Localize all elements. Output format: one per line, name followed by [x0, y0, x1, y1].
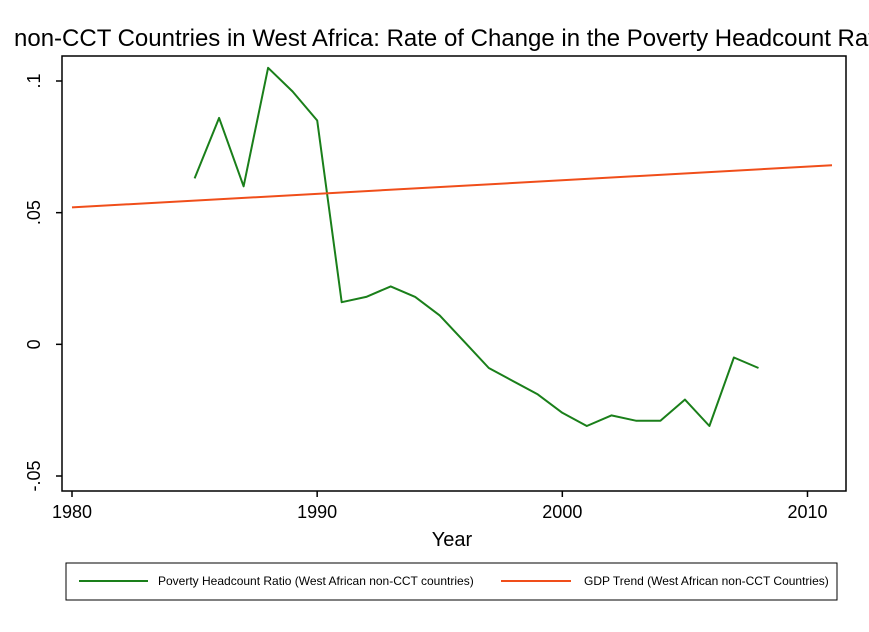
x-tick-label: 1980	[52, 502, 92, 522]
legend-label-poverty: Poverty Headcount Ratio (West African no…	[158, 574, 474, 588]
x-tick-label: 2000	[542, 502, 582, 522]
y-tick-label: 0	[24, 339, 44, 349]
legend-label-gdp: GDP Trend (West African non-CCT Countrie…	[584, 574, 829, 588]
series-line-gdp	[71, 164, 833, 209]
y-axis: -.05 0 .05 .1	[24, 73, 62, 492]
y-tick-label: .05	[24, 200, 44, 225]
x-tick-label: 2010	[787, 502, 827, 522]
legend: Poverty Headcount Ratio (West African no…	[65, 562, 838, 601]
chart-title: non-CCT Countries in West Africa: Rate o…	[14, 25, 869, 52]
series-layer	[71, 66, 833, 427]
x-tick-label: 1990	[297, 502, 337, 522]
x-axis: 1980 1990 2000 2010	[52, 491, 828, 522]
legend-box	[65, 562, 838, 601]
y-tick-label: -.05	[24, 460, 44, 491]
y-tick-label: .1	[24, 73, 44, 88]
x-axis-label: Year	[432, 529, 473, 551]
plot-area	[61, 55, 847, 492]
series-line-poverty	[193, 66, 759, 427]
